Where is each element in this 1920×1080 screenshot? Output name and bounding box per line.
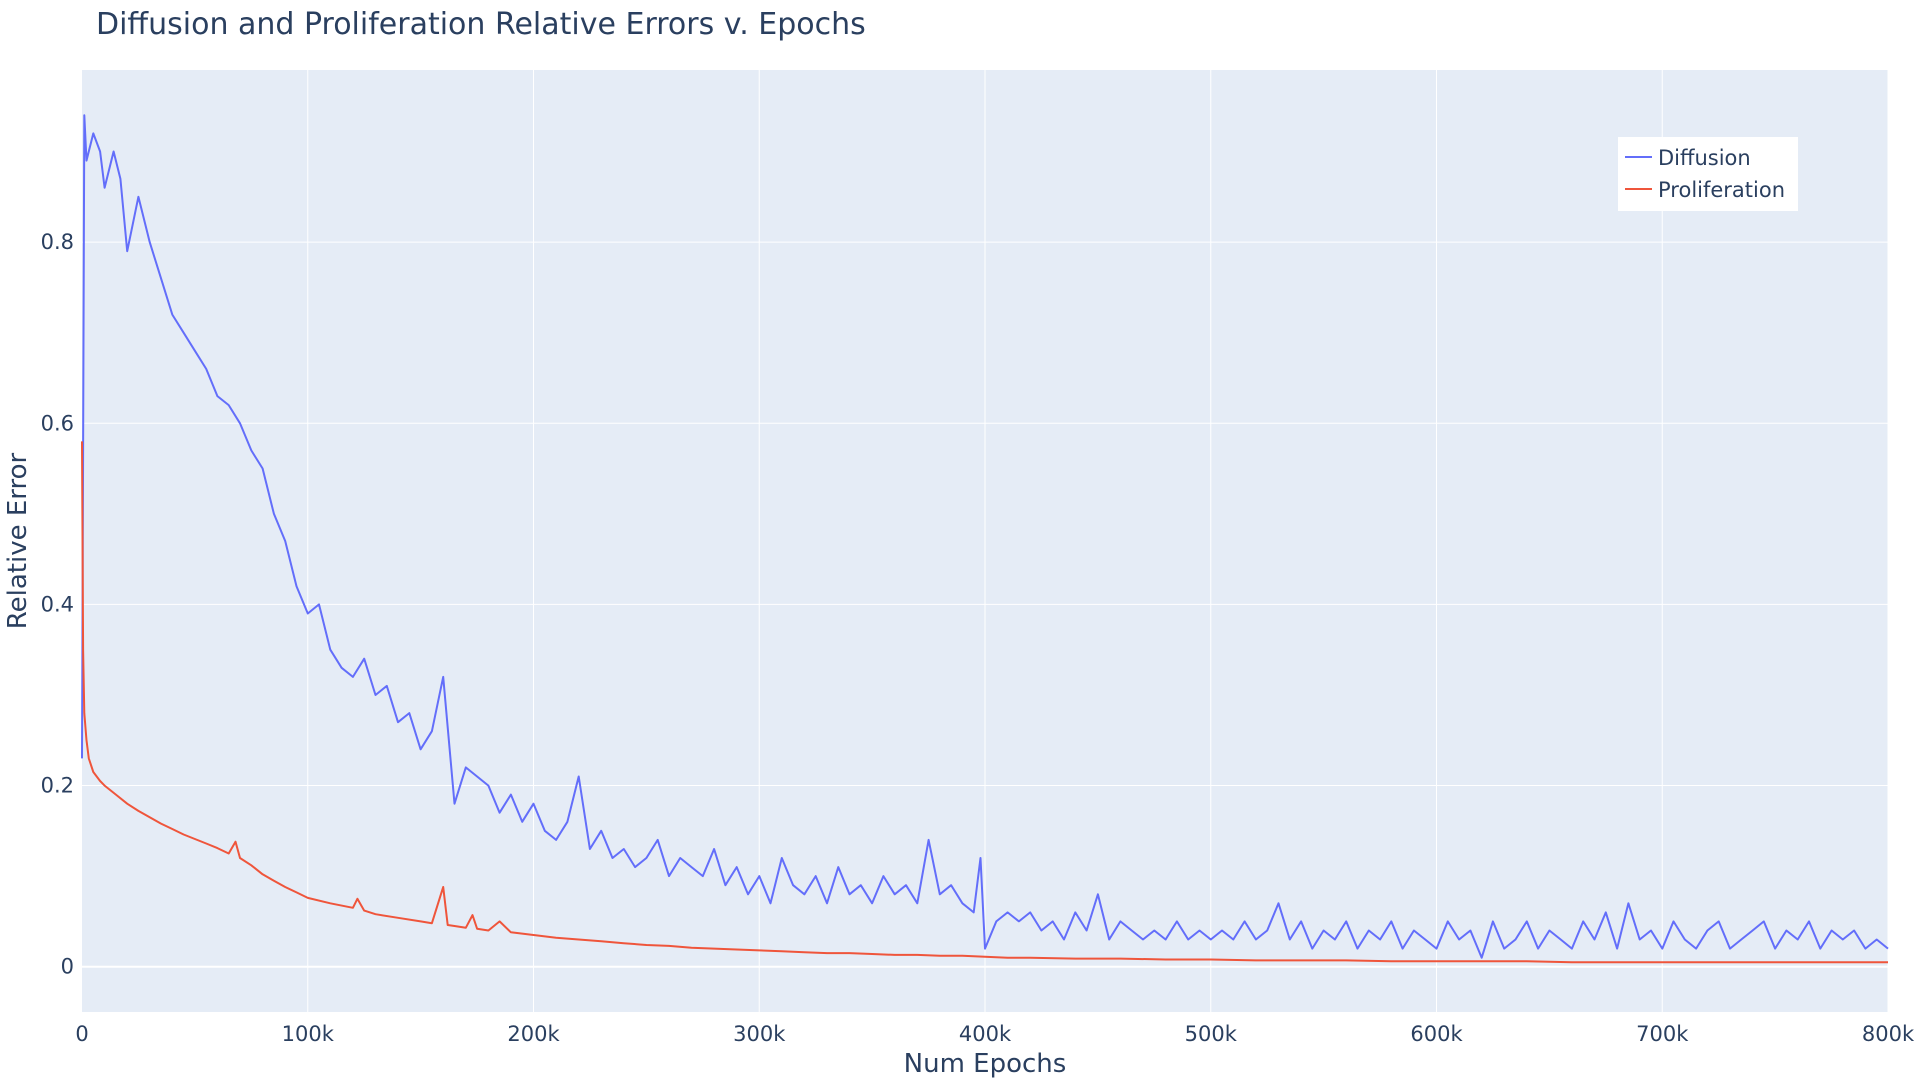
y-tick-label: 0 bbox=[61, 955, 74, 979]
x-tick-label: 700k bbox=[1636, 1022, 1689, 1046]
y-axis-ticks: 0 0.2 0.4 0.6 0.8 bbox=[41, 230, 74, 979]
x-tick-label: 400k bbox=[959, 1022, 1012, 1046]
legend-label-proliferation: Proliferation bbox=[1658, 178, 1785, 202]
x-axis-ticks: 0 100k 200k 300k 400k 500k 600k 700k 800k bbox=[75, 1022, 1915, 1046]
series-line-proliferation bbox=[81, 441, 1888, 964]
y-tick-label: 0.6 bbox=[41, 411, 74, 435]
x-tick-label: 500k bbox=[1185, 1022, 1238, 1046]
y-tick-label: 0.4 bbox=[41, 592, 74, 616]
y-tick-label: 0.2 bbox=[41, 774, 74, 798]
legend[interactable]: Diffusion Proliferation bbox=[1618, 137, 1798, 211]
x-tick-label: 0 bbox=[75, 1022, 88, 1046]
series-layer bbox=[81, 114, 1889, 964]
series-line-diffusion bbox=[81, 114, 1889, 959]
x-tick-label: 600k bbox=[1410, 1022, 1463, 1046]
y-axis-title: Relative Error bbox=[3, 452, 33, 629]
x-tick-label: 200k bbox=[507, 1022, 560, 1046]
x-axis-title: Num Epochs bbox=[904, 1049, 1067, 1079]
legend-label-diffusion: Diffusion bbox=[1658, 146, 1751, 170]
x-tick-label: 100k bbox=[282, 1022, 335, 1046]
x-tick-label: 300k bbox=[733, 1022, 786, 1046]
y-tick-label: 0.8 bbox=[41, 230, 74, 254]
x-tick-label: 800k bbox=[1862, 1022, 1915, 1046]
grid-lines bbox=[82, 70, 1889, 1012]
chart-title: Diffusion and Proliferation Relative Err… bbox=[96, 7, 866, 42]
legend-box bbox=[1618, 137, 1798, 211]
